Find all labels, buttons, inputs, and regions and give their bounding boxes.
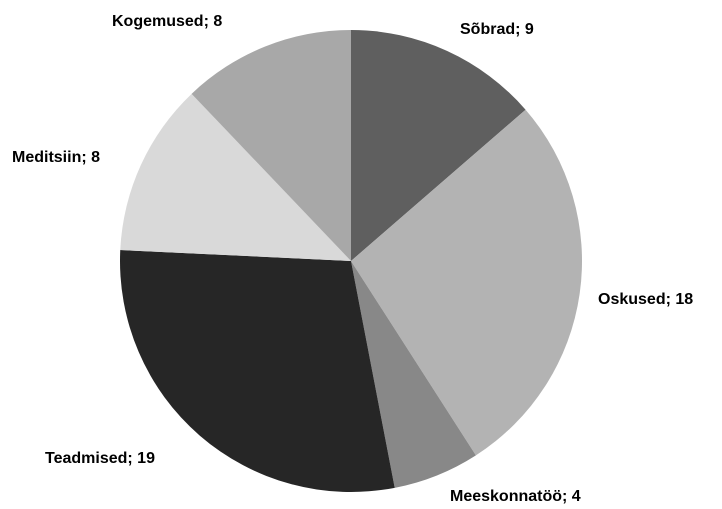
slice-label: Teadmised; 19 [45,450,155,467]
pie-slice [120,93,351,261]
slice-label: Meeskonnatöö; 4 [450,488,581,505]
slice-label: Meditsiin; 8 [12,149,100,166]
pie-slice [351,30,526,261]
pie-slice [351,261,476,488]
pie-slice [351,109,582,456]
slice-label: Sõbrad; 9 [460,21,534,38]
pie-slice [191,29,351,261]
slice-label: Oskused; 18 [598,291,693,308]
pie-slice [120,250,395,492]
slice-label: Kogemused; 8 [112,13,222,30]
